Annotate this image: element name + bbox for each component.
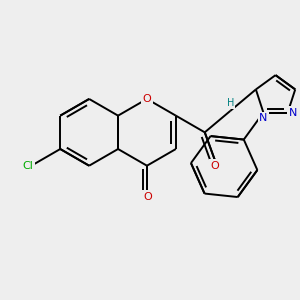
Text: O: O <box>211 161 220 171</box>
Text: H: H <box>226 98 234 108</box>
Text: N: N <box>288 108 297 118</box>
Text: Cl: Cl <box>22 161 33 171</box>
Text: O: O <box>144 192 152 202</box>
Text: O: O <box>142 94 151 104</box>
Text: N: N <box>259 113 268 124</box>
